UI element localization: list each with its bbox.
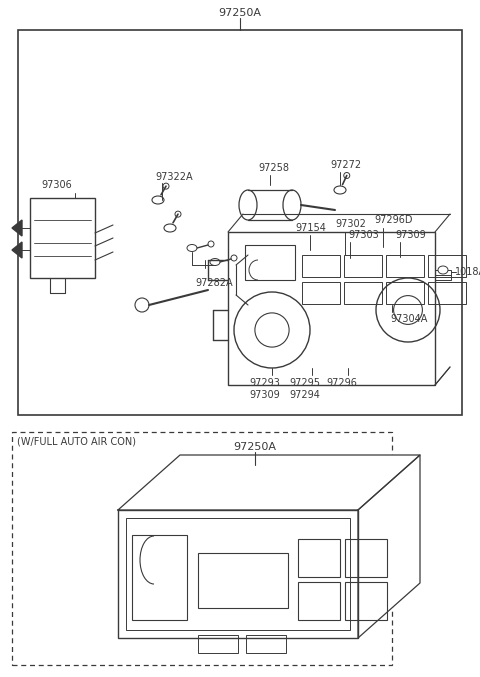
Text: 97309: 97309 — [250, 390, 280, 400]
Bar — [428, 282, 466, 304]
Bar — [30, 198, 95, 278]
Bar — [132, 535, 187, 620]
Text: 97304A: 97304A — [390, 314, 427, 324]
Bar — [302, 255, 340, 277]
Bar — [198, 553, 288, 608]
Bar — [298, 539, 340, 577]
Bar — [18, 30, 462, 415]
Text: 97302: 97302 — [335, 219, 366, 229]
Text: 97296D: 97296D — [374, 215, 412, 225]
Text: (W/FULL AUTO AIR CON): (W/FULL AUTO AIR CON) — [17, 437, 136, 447]
Bar — [302, 282, 340, 304]
Bar — [386, 255, 424, 277]
Bar — [435, 270, 451, 280]
Text: 97258: 97258 — [258, 163, 289, 173]
Bar — [428, 255, 466, 277]
Text: 97154: 97154 — [295, 223, 326, 233]
Bar — [12, 432, 392, 665]
Text: 97293: 97293 — [250, 378, 280, 388]
Text: 97309: 97309 — [395, 230, 426, 240]
Text: 97294: 97294 — [289, 390, 321, 400]
Text: 97322A: 97322A — [155, 172, 192, 182]
Bar — [126, 518, 350, 630]
Text: 97303: 97303 — [348, 230, 379, 240]
Bar — [344, 282, 382, 304]
Text: 97250A: 97250A — [233, 442, 276, 452]
Bar — [118, 510, 358, 638]
Polygon shape — [12, 242, 22, 258]
Text: 97295: 97295 — [289, 378, 321, 388]
Bar — [345, 539, 387, 577]
Ellipse shape — [438, 266, 448, 274]
Bar — [344, 255, 382, 277]
Bar — [345, 582, 387, 620]
Bar — [245, 245, 295, 280]
Text: 1018AD: 1018AD — [455, 267, 480, 277]
Bar — [228, 232, 435, 385]
Bar — [246, 635, 286, 653]
Bar — [386, 282, 424, 304]
Bar — [198, 635, 238, 653]
Text: 97296: 97296 — [326, 378, 358, 388]
Polygon shape — [358, 455, 420, 638]
Text: 97250A: 97250A — [218, 8, 262, 18]
Polygon shape — [12, 220, 22, 236]
Text: 97272: 97272 — [330, 160, 361, 170]
Polygon shape — [118, 455, 420, 510]
Bar — [298, 582, 340, 620]
Text: 97306: 97306 — [41, 180, 72, 190]
Text: 97282A: 97282A — [195, 278, 233, 288]
